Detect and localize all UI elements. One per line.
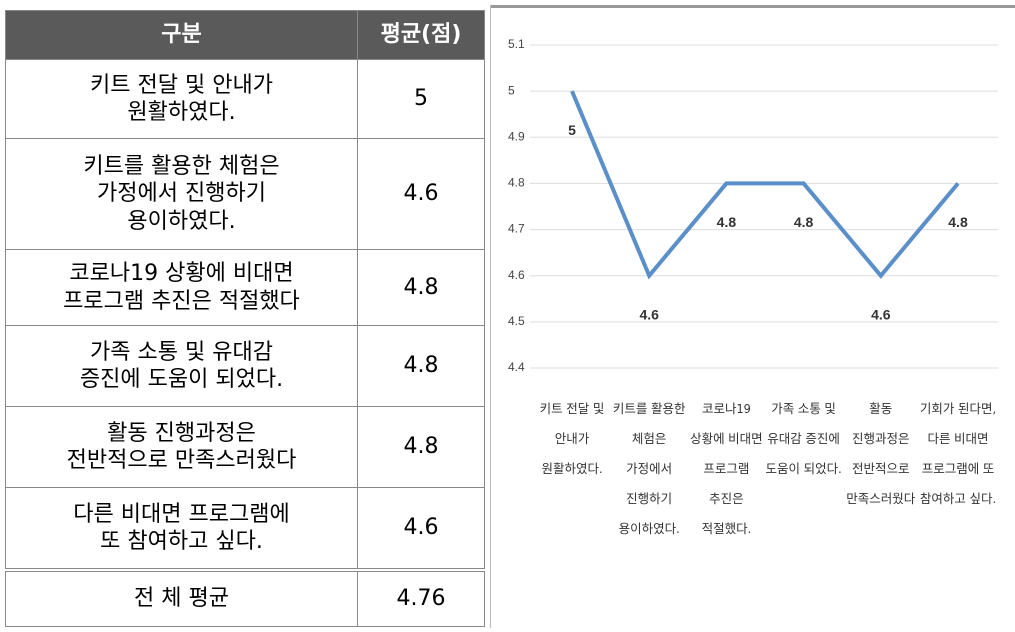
y-tick-label: 4.6 xyxy=(508,268,525,282)
data-label: 4.8 xyxy=(794,214,814,230)
table-cell: 키트 전달 및 안내가 원활하였다. xyxy=(5,59,358,139)
summary-table: 구분 평균(점) 키트 전달 및 안내가 원활하였다. 5 키트를 활용한 체험은 … xyxy=(5,10,485,627)
y-tick-label: 5 xyxy=(508,83,515,97)
data-label: 4.8 xyxy=(948,214,968,230)
x-tick-label: 키트 전달 및 안내가 원활하였다. xyxy=(539,401,605,476)
x-tick-label: 가족 소통 및 유대감 증진에 도움이 되었다. xyxy=(765,401,842,476)
table-cell: 활동 진행과정은 전반적으로 만족스러웠다 xyxy=(5,406,358,488)
chart: 4.4 4.5 4.6 4.7 4.8 4.9 5 5.1 5 4.6 4.8 4.8 4.6 4.8 xyxy=(490,5,1015,628)
table-body: 키트 전달 및 안내가 원활하였다. 5 키트를 활용한 체험은 가정에서 진행하기… xyxy=(5,59,485,627)
table-row: 코로나19 상황에 비대면 프로그램 추진은 적절했다 4.8 xyxy=(5,249,485,326)
header-cell: 구분 xyxy=(5,10,358,60)
table-cell: 키트를 활용한 체험은 가정에서 진행하기 용이하였다. xyxy=(5,138,358,250)
y-tick-label: 4.5 xyxy=(508,314,525,328)
panel-border xyxy=(490,5,1015,8)
total-cell: 4.76 xyxy=(357,568,485,627)
total-cell: 전 체 평균 xyxy=(5,568,358,627)
table-row: 가족 소통 및 유대감 증진에 도움이 되었다. 4.8 xyxy=(5,325,485,407)
table-row: 다른 비대면 프로그램에 또 참여하고 싶다. 4.6 xyxy=(5,487,485,571)
data-label: 5 xyxy=(568,122,576,138)
header-row: 구분 평균(점) xyxy=(5,10,485,60)
y-tick-label: 4.9 xyxy=(508,129,525,143)
y-tick-label: 4.7 xyxy=(508,222,525,236)
line xyxy=(570,90,960,280)
table-cell: 4.8 xyxy=(357,325,485,407)
table-cell: 5 xyxy=(357,59,485,139)
y-tick-label: 4.4 xyxy=(508,360,525,374)
x-tick-label: 키트를 활용한 체험은 가정에서 진행하기 용이하였다. xyxy=(612,401,686,536)
table-cell: 4.8 xyxy=(357,406,485,488)
table-cell: 다른 비대면 프로그램에 또 참여하고 싶다. xyxy=(5,487,358,571)
table-row: 활동 진행과정은 전반적으로 만족스러웠다 4.8 xyxy=(5,406,485,488)
y-tick-label: 5.1 xyxy=(508,37,525,51)
table-cell: 가족 소통 및 유대감 증진에 도움이 되었다. xyxy=(5,325,358,407)
data-label: 4.8 xyxy=(717,214,737,230)
panel-border xyxy=(490,5,491,628)
table-cell: 코로나19 상황에 비대면 프로그램 추진은 적절했다 xyxy=(5,249,358,326)
total-row: 전 체 평균 4.76 xyxy=(5,568,485,627)
y-tick-label: 4.8 xyxy=(508,176,525,190)
table-row: 키트 전달 및 안내가 원활하였다. 5 xyxy=(5,59,485,139)
x-tick-label: 활동 진행과정은 전반적으로 만족스러웠다 xyxy=(846,401,916,506)
data-label: 4.6 xyxy=(639,306,659,322)
table-cell: 4.6 xyxy=(357,487,485,571)
chart-panel: 4.4 4.5 4.6 4.7 4.8 4.9 5 5.1 5 4.6 4.8 4.8 4.6 4.8 키… xyxy=(490,0,1015,628)
x-tick-label: 코로나19 상황에 비대면 프로그램 추진은 적절했다. xyxy=(690,401,763,536)
header-cell: 평균(점) xyxy=(357,10,485,60)
table-row: 키트를 활용한 체험은 가정에서 진행하기 용이하였다. 4.6 xyxy=(5,138,485,250)
table-cell: 4.6 xyxy=(357,138,485,250)
data-label: 4.6 xyxy=(871,306,891,322)
table-cell: 4.8 xyxy=(357,249,485,326)
x-tick-label: 기회가 된다면, 다른 비대면 프로그램에 또 참여하고 싶다. xyxy=(919,401,997,506)
